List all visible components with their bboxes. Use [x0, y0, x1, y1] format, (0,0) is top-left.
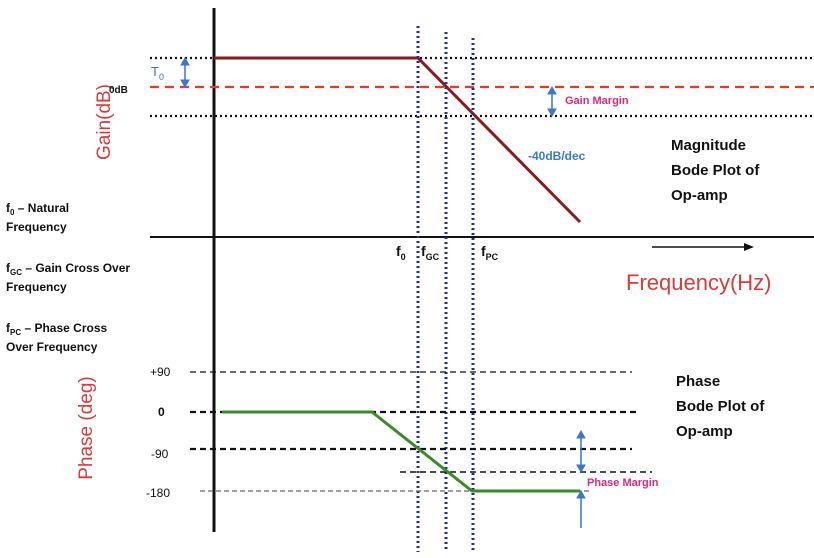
- legend-fpc-sub: PC: [10, 328, 21, 337]
- slope-label: -40dB/dec: [528, 149, 586, 163]
- magnitude-title-line-3: Op-amp: [671, 187, 728, 204]
- legend-f0-sub: 0: [10, 208, 15, 217]
- legend-fpc-line-2: Over Frequency: [6, 340, 98, 354]
- fpc-marker-label: fPC: [481, 243, 499, 262]
- gain-axis-label: Gain(dB): [94, 84, 115, 160]
- legend-fgc-text: – Gain Cross Over: [22, 261, 130, 275]
- legend-fgc-line-2: Frequency: [6, 280, 67, 294]
- legend-f0-line-1: f0 – Natural: [6, 201, 69, 217]
- legend-fpc-symbol: f: [6, 321, 11, 335]
- legend-f0-symbol: f: [6, 201, 11, 215]
- t0-label: T0: [151, 64, 164, 82]
- frequency-arrowhead: [744, 243, 754, 251]
- t0-arrow: [180, 56, 190, 89]
- gain-margin-label: Gain Margin: [565, 95, 629, 107]
- legend-fgc-symbol: f: [6, 261, 11, 275]
- gain-margin-arrow: [547, 85, 557, 118]
- legend-fgc-sub: GC: [10, 268, 22, 277]
- phase-plot-title: Phase Bode Plot of Op-amp: [676, 373, 769, 440]
- t0-label-sub: 0: [159, 72, 164, 82]
- phase-tick-0: 0: [158, 405, 165, 419]
- gain-curve: [214, 56, 582, 224]
- legend-fpc-text: – Phase Cross: [21, 321, 107, 335]
- legend-f0-line-2: Frequency: [6, 220, 67, 234]
- phase-title-line-1: Phase: [676, 373, 720, 390]
- phase-margin-arrow: [576, 429, 586, 528]
- legend-fpc-line-1: fPC – Phase Cross: [6, 321, 107, 337]
- f0-marker-sub: 0: [401, 252, 406, 262]
- fgc-marker-label: fGC: [421, 243, 440, 262]
- zero-db-label: 0dB: [109, 85, 128, 96]
- fpc-marker-main: f: [481, 243, 486, 259]
- magnitude-plot-title: Magnitude Bode Plot of Op-amp: [671, 137, 764, 204]
- f0-marker-main: f: [396, 243, 401, 259]
- magnitude-title-line-1: Magnitude: [671, 137, 746, 154]
- f0-marker-label: f0: [396, 243, 406, 262]
- phase-margin-label: Phase Margin: [587, 477, 659, 489]
- legend-f0-text: – Natural: [14, 201, 69, 215]
- magnitude-title-line-2: Bode Plot of: [671, 162, 760, 179]
- legend-fgc-line-1: fGC – Gain Cross Over: [6, 261, 130, 277]
- phase-tick-plus90: +90: [150, 365, 171, 379]
- frequency-axis-label: Frequency(Hz): [626, 270, 771, 295]
- phase-tick-minus180: -180: [146, 486, 170, 500]
- phase-title-line-3: Op-amp: [676, 423, 733, 440]
- fgc-marker-sub: GC: [426, 252, 440, 262]
- phase-axis-label: Phase (deg): [76, 376, 97, 480]
- phase-tick-minus90: -90: [151, 447, 169, 461]
- phase-curve: [222, 410, 580, 493]
- fpc-marker-sub: PC: [486, 252, 499, 262]
- phase-title-line-2: Bode Plot of: [676, 398, 765, 415]
- t0-label-main: T: [151, 64, 159, 79]
- fgc-marker-main: f: [421, 243, 426, 259]
